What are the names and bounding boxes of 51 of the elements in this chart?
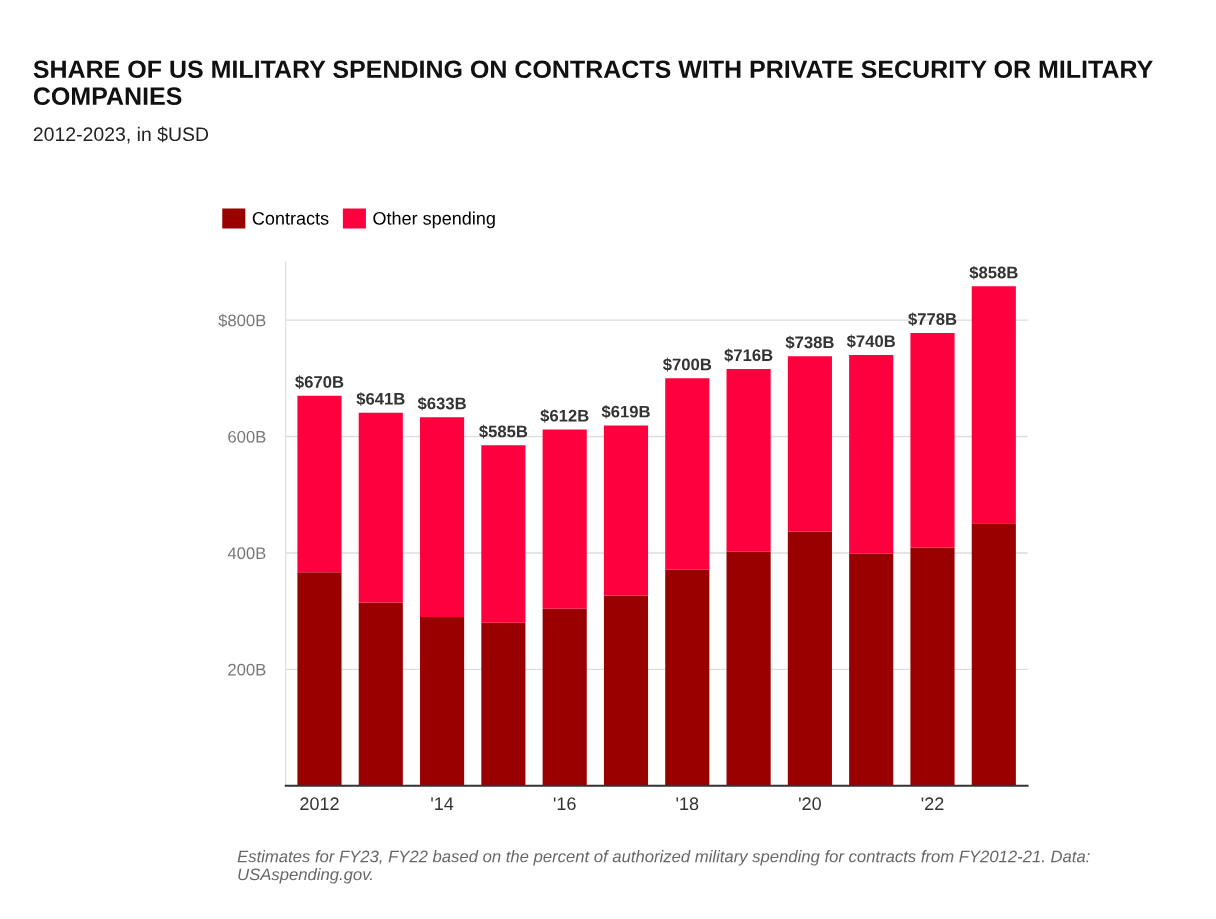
y-tick-label: 200B <box>228 663 266 676</box>
total-label: $619B <box>601 404 650 419</box>
total-label: $670B <box>295 375 344 389</box>
bar <box>726 551 771 786</box>
x-tick-label: '16 <box>553 797 576 811</box>
bar <box>358 602 403 786</box>
x-tick-label: '14 <box>431 797 454 810</box>
y-tick-label: 400B <box>227 547 266 560</box>
total-label: $700B <box>662 357 712 372</box>
chart-title: SHARE OF US MILITARY SPENDING ON CONTRACTS WITH PRIVATE SECURITY OR MILITARY COMPANIES <box>33 60 1153 106</box>
bar <box>849 355 894 554</box>
bar <box>542 429 587 609</box>
bar <box>787 531 832 786</box>
bar <box>420 417 465 617</box>
x-tick-label: '22 <box>921 797 944 810</box>
bar <box>481 445 526 623</box>
bar <box>849 553 894 786</box>
bar <box>542 608 587 786</box>
legend-label: Other spending <box>373 211 495 229</box>
total-label: $738B <box>785 335 834 350</box>
bar <box>481 622 526 786</box>
total-label: $716B <box>724 348 773 363</box>
bar <box>787 356 832 532</box>
bar <box>420 616 465 786</box>
bar <box>910 547 955 786</box>
total-label: $585B <box>479 424 528 439</box>
bar <box>603 425 649 596</box>
bar <box>910 332 955 548</box>
y-tick-label: $800B <box>218 313 266 328</box>
bar <box>726 369 771 552</box>
bar <box>297 395 342 573</box>
x-tick-label: '20 <box>799 797 821 811</box>
total-label: $740B <box>846 334 895 349</box>
x-tick-label: 2012 <box>300 797 339 811</box>
bar <box>971 286 1016 524</box>
total-label: $858B <box>969 265 1018 280</box>
total-label: $612B <box>540 409 589 423</box>
bar <box>665 569 710 786</box>
legend-label: Contracts <box>252 211 329 225</box>
bar <box>297 572 342 786</box>
bar <box>971 523 1016 786</box>
total-label: $778B <box>908 312 957 327</box>
total-label: $633B <box>417 396 466 411</box>
x-tick-label: '18 <box>676 797 699 811</box>
bar <box>603 595 649 786</box>
total-label: $641B <box>356 392 405 406</box>
y-tick-label: 600B <box>228 430 266 443</box>
text: 2012-2023, in $USD <box>33 126 209 144</box>
bar <box>665 378 710 570</box>
bar <box>358 412 403 603</box>
text: Estimates for FY23, FY22 based on the percent of authorized military spending for contracts from FY2012-21. Data: USAspending.gov. <box>237 850 1090 884</box>
